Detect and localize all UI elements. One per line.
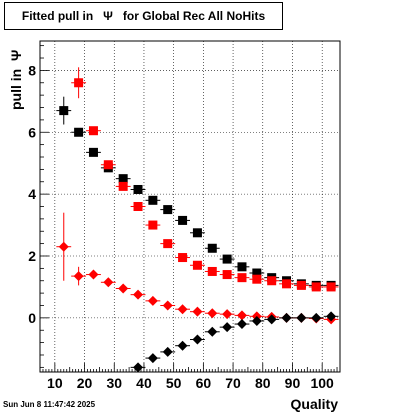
data-point-diamond — [118, 283, 129, 294]
data-point-diamond — [311, 312, 322, 323]
x-tick-label: 20 — [77, 375, 93, 391]
data-point-square — [74, 127, 84, 137]
data-point-square — [163, 239, 173, 249]
data-point-diamond — [296, 312, 307, 323]
y-axis-label: pull in Ψ — [8, 49, 24, 110]
data-point-square — [326, 282, 336, 292]
x-tick-label: 100 — [310, 375, 334, 391]
data-point-square — [133, 184, 143, 194]
data-point-square — [103, 160, 113, 170]
data-point-square — [148, 220, 158, 230]
data-point-diamond — [281, 312, 292, 323]
data-point-diamond — [58, 241, 69, 252]
data-point-square — [118, 181, 128, 191]
data-point-diamond — [88, 269, 99, 280]
data-point-diamond — [73, 271, 84, 282]
data-point-diamond — [192, 334, 203, 345]
data-point-square — [192, 260, 202, 270]
data-point-square — [252, 268, 262, 278]
data-point-diamond — [177, 304, 188, 315]
data-point-square — [163, 205, 173, 215]
data-point-diamond — [103, 277, 114, 288]
data-point-square — [88, 147, 98, 157]
data-point-diamond — [251, 315, 262, 326]
data-point-square — [118, 174, 128, 184]
chart-title: Fitted pull in Ψ for Global Rec All NoHi… — [21, 9, 266, 23]
data-point-diamond — [147, 295, 158, 306]
y-tick-label: 6 — [28, 124, 36, 140]
data-point-square — [207, 243, 217, 253]
data-point-square — [222, 254, 232, 264]
chart-title-box: Fitted pull in Ψ for Global Rec All NoHi… — [4, 2, 283, 30]
data-point-diamond — [326, 311, 337, 322]
data-point-square — [282, 279, 292, 289]
data-point-diamond — [222, 322, 233, 333]
data-point-diamond — [147, 353, 158, 364]
x-tick-label: 70 — [225, 375, 241, 391]
data-point-diamond — [222, 309, 233, 320]
data-point-diamond — [162, 300, 173, 311]
data-point-square — [237, 262, 247, 272]
data-point-diamond — [266, 314, 277, 325]
data-point-diamond — [133, 289, 144, 300]
data-point-diamond — [177, 340, 188, 351]
data-point-square — [88, 126, 98, 136]
x-tick-label: 80 — [255, 375, 271, 391]
data-point-square — [222, 270, 232, 280]
x-tick-label: 40 — [136, 375, 152, 391]
data-point-square — [133, 202, 143, 211]
data-point-square — [178, 215, 188, 225]
y-tick-label: 2 — [28, 248, 36, 264]
data-point-square — [296, 280, 306, 290]
data-point-square — [237, 273, 247, 283]
x-tick-label: 90 — [285, 375, 301, 391]
y-tick-label: 8 — [28, 62, 36, 78]
x-tick-label: 50 — [166, 375, 182, 391]
x-axis-label: Quality — [290, 396, 338, 412]
data-point-square — [192, 228, 202, 238]
data-point-diamond — [236, 319, 247, 330]
data-point-square — [178, 253, 188, 263]
plot-frame — [39, 40, 341, 373]
data-point-diamond — [207, 326, 218, 337]
data-point-diamond — [192, 306, 203, 317]
timestamp-label: Sun Jun 8 11:47:42 2025 — [3, 400, 96, 409]
y-tick-label: 4 — [28, 186, 36, 202]
data-point-square — [267, 276, 277, 286]
data-point-square — [252, 274, 262, 284]
data-point-diamond — [236, 310, 247, 321]
x-tick-label: 60 — [196, 375, 212, 391]
data-point-square — [207, 266, 217, 276]
data-point-square — [311, 282, 321, 292]
data-point-diamond — [133, 362, 144, 373]
data-point-diamond — [162, 346, 173, 357]
x-tick-label: 10 — [47, 375, 63, 391]
data-point-diamond — [207, 308, 218, 319]
data-point-square — [59, 106, 69, 116]
data-point-square — [148, 195, 158, 205]
x-tick-label: 30 — [106, 375, 122, 391]
y-tick-label: 0 — [28, 310, 36, 326]
data-point-square — [74, 78, 84, 88]
